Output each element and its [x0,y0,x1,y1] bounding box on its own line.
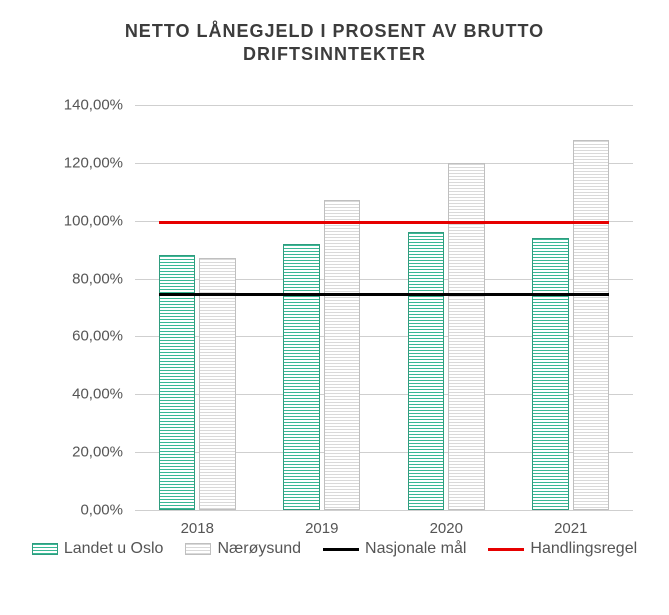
chart-title-line1: NETTO LÅNEGJELD I PROSENT AV BRUTTO [125,21,544,41]
gridline [135,105,633,106]
legend-label: Handlingsregel [530,540,637,558]
y-tick-label: 60,00% [13,328,123,345]
x-tick-label: 2018 [181,520,214,537]
legend-line-swatch [323,548,359,551]
bar-nærøysund [324,200,361,510]
legend-label: Nærøysund [217,540,301,558]
bar-nærøysund [573,140,610,510]
y-tick-label: 80,00% [13,270,123,287]
plot-area: 0,00%20,00%40,00%60,00%80,00%100,00%120,… [135,105,633,511]
bar-landet-u-oslo [532,238,569,510]
chart-container: NETTO LÅNEGJELD I PROSENT AV BRUTTO DRIF… [0,0,669,615]
legend: Landet u Oslo Nærøysund Nasjonale mål Handl… [0,540,669,558]
chart-title-line2: DRIFTSINNTEKTER [243,44,426,64]
legend-swatch [185,543,211,555]
gridline [135,163,633,164]
reference-line-handlingsregel [159,221,610,224]
y-tick-label: 0,00% [13,502,123,519]
legend-item: Nærøysund [185,540,301,558]
bar-landet-u-oslo [283,244,320,510]
bar-nærøysund [199,258,236,510]
y-tick-label: 40,00% [13,386,123,403]
y-tick-label: 100,00% [13,212,123,229]
legend-item: Handlingsregel [488,540,637,558]
y-tick-label: 120,00% [13,154,123,171]
gridline [135,510,633,511]
legend-line-swatch [488,548,524,551]
bar-nærøysund [448,163,485,510]
bar-landet-u-oslo [408,232,445,510]
chart-title: NETTO LÅNEGJELD I PROSENT AV BRUTTO DRIF… [0,20,669,67]
legend-swatch [32,543,58,555]
x-tick-label: 2021 [554,520,587,537]
y-tick-label: 140,00% [13,97,123,114]
x-tick-label: 2020 [430,520,463,537]
reference-line-nasjonale-mål [159,293,610,296]
legend-item: Nasjonale mål [323,540,466,558]
legend-item: Landet u Oslo [32,540,164,558]
legend-label: Nasjonale mål [365,540,466,558]
legend-label: Landet u Oslo [64,540,164,558]
x-tick-label: 2019 [305,520,338,537]
y-tick-label: 20,00% [13,444,123,461]
